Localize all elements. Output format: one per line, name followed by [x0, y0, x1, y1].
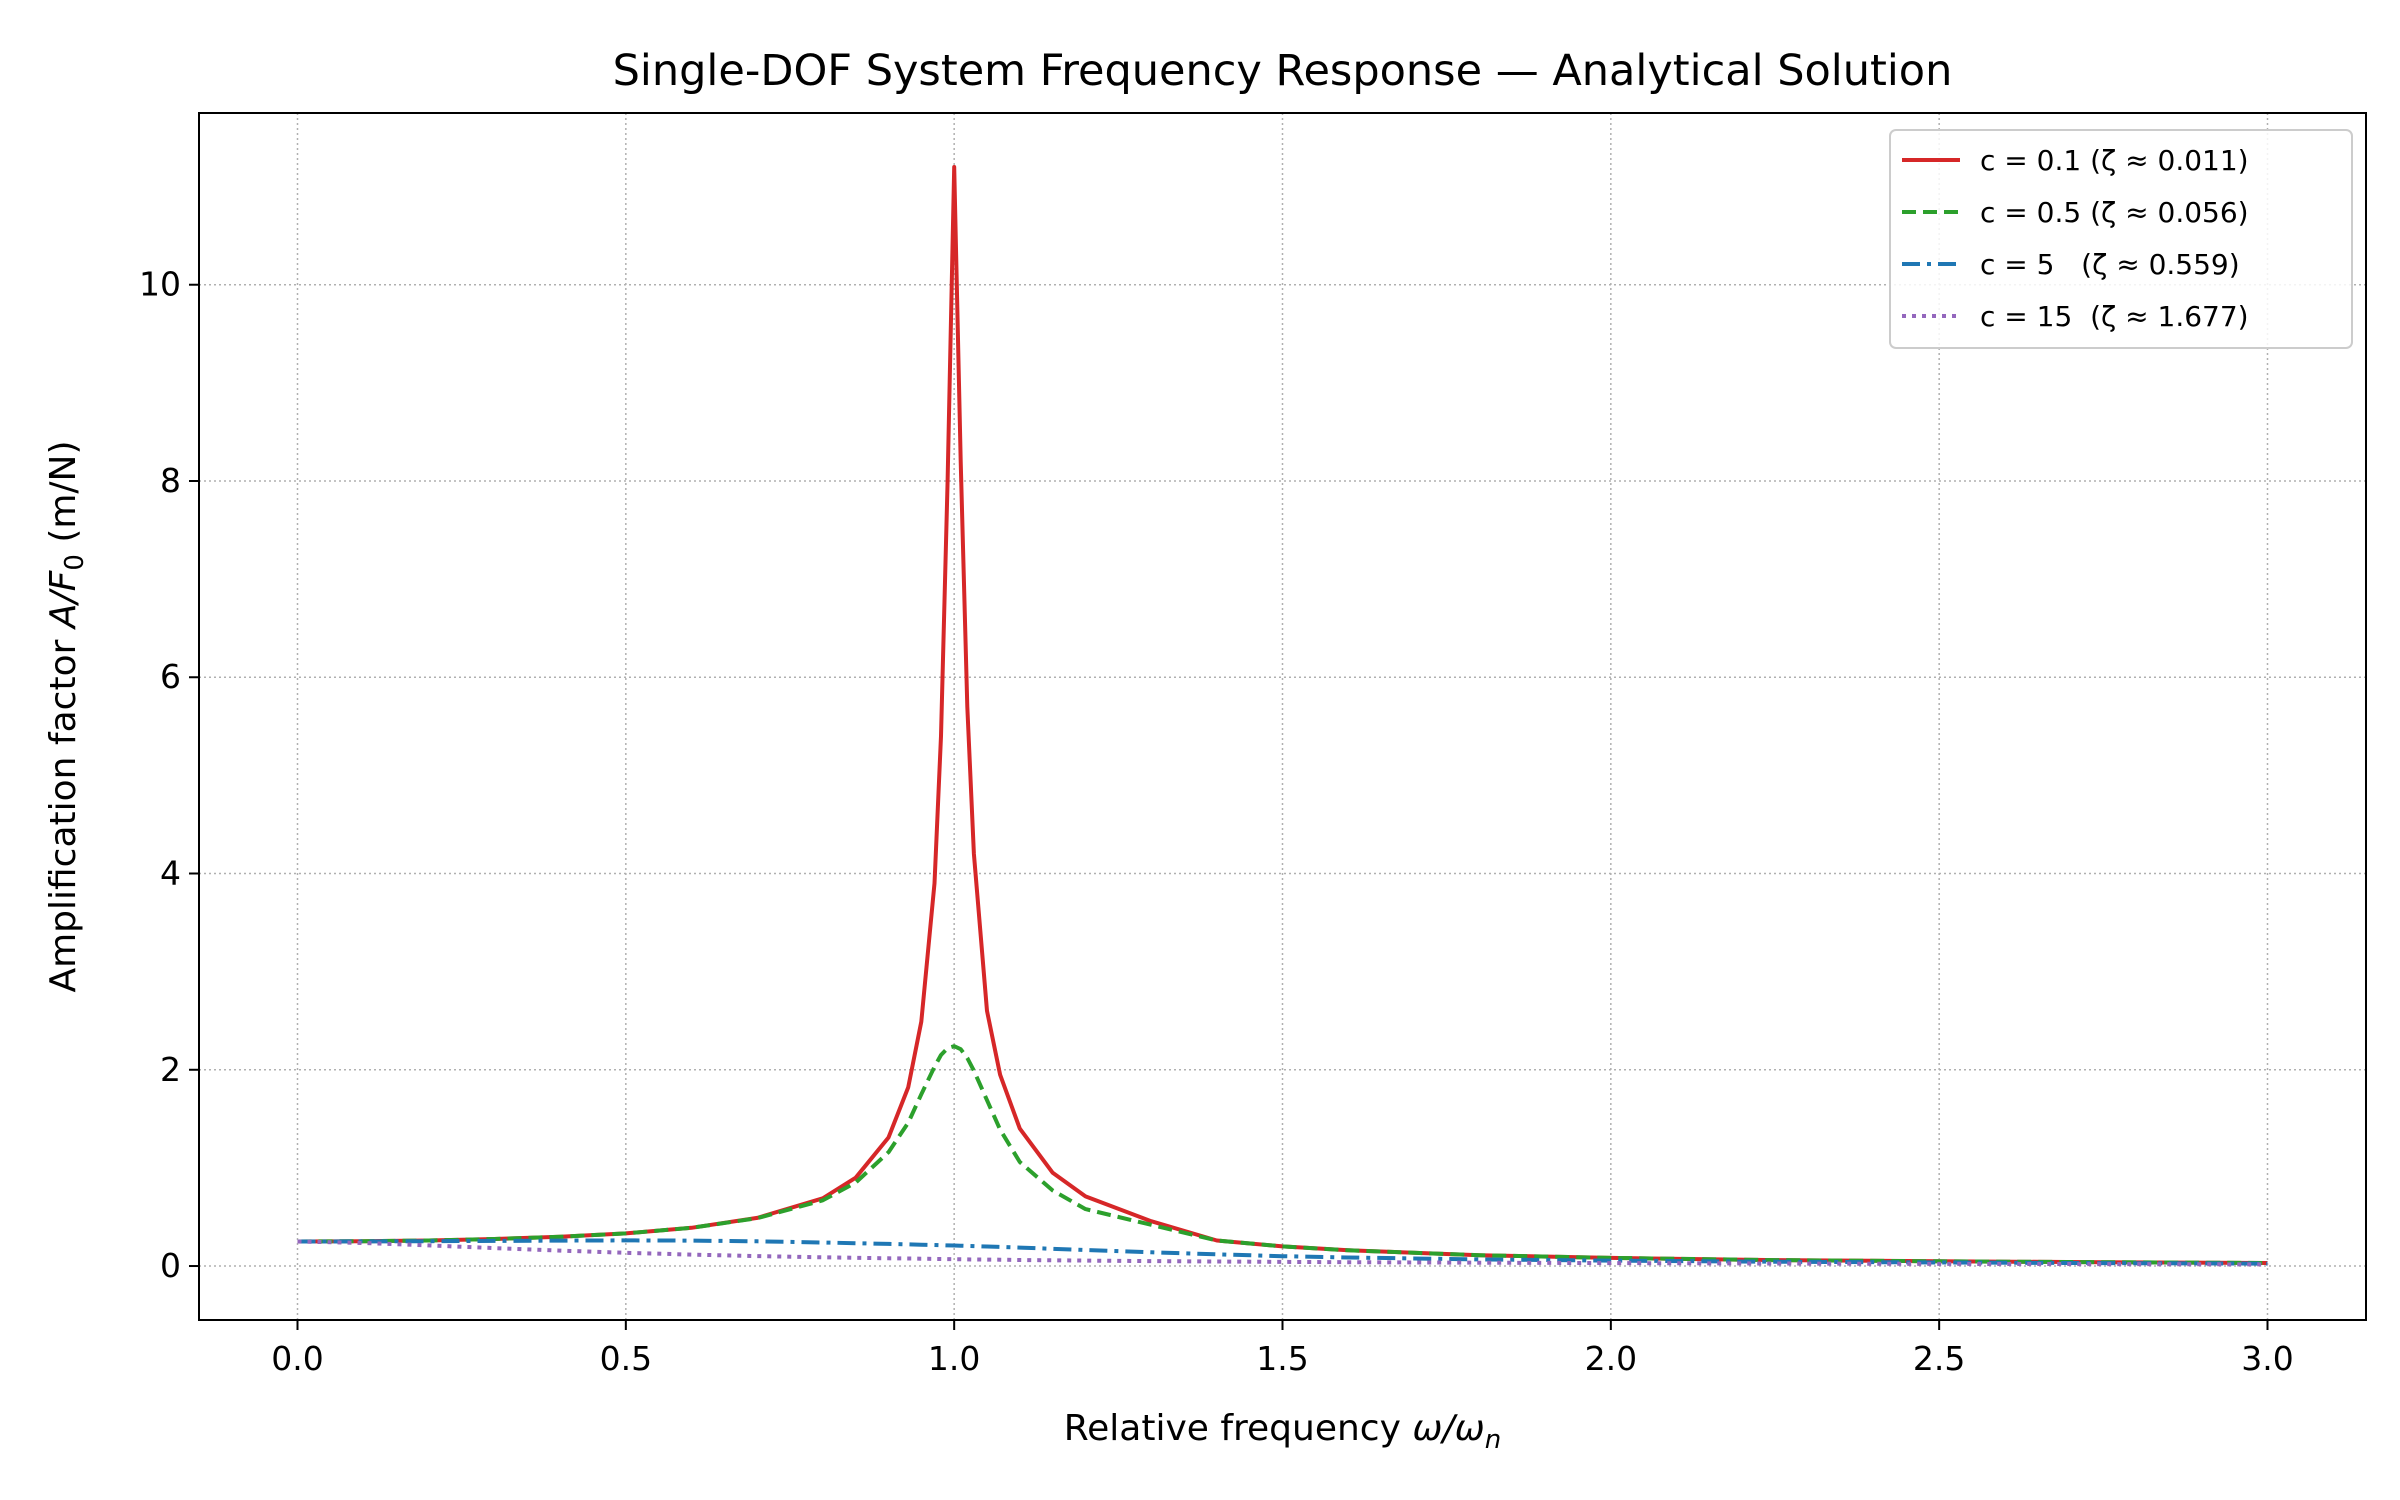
y-tick-label: 2 — [160, 1050, 181, 1089]
series-line-3 — [297, 1238, 2268, 1266]
x-axis-label-var: ω/ω — [1412, 1408, 1484, 1449]
y-axis-label-unit: (m/N) — [43, 440, 84, 554]
x-tick-label: 2.0 — [1585, 1339, 1637, 1378]
series-line-4 — [297, 1239, 2268, 1267]
series-layer — [297, 165, 2268, 1267]
legend-label-2: c = 0.5 (ζ ≈ 0.056) — [1980, 196, 2249, 229]
x-tick-label: 2.5 — [1913, 1339, 1965, 1378]
chart-title: Single-DOF System Frequency Response — A… — [613, 46, 1953, 96]
grid — [199, 113, 2366, 1320]
x-axis-label: Relative frequency ω/ωn — [1064, 1408, 1502, 1455]
series-line-2 — [297, 1044, 2268, 1265]
legend-label-1: c = 0.1 (ζ ≈ 0.011) — [1980, 144, 2249, 177]
y-tick-label: 4 — [160, 854, 181, 893]
y-axis-label-text: Amplification factor — [43, 628, 84, 992]
legend-label-3: c = 5 (ζ ≈ 0.559) — [1980, 248, 2240, 281]
y-tick-label: 6 — [160, 657, 181, 696]
legend: c = 0.1 (ζ ≈ 0.011) c = 0.5 (ζ ≈ 0.056) c … — [1889, 129, 2353, 349]
y-axis-label-sub: 0 — [60, 554, 90, 571]
x-tick-label: 1.0 — [928, 1339, 980, 1378]
x-axis-label-text: Relative frequency — [1064, 1408, 1413, 1449]
x-tick-label: 0.5 — [600, 1339, 652, 1378]
axis-ticks: 0.0 0.5 1.0 1.5 2.0 2.5 3.0 0 2 4 6 8 10 — [139, 265, 2294, 1378]
y-tick-label: 10 — [139, 265, 181, 304]
y-tick-label: 8 — [160, 461, 181, 500]
x-axis-label-sub: n — [1485, 1425, 1501, 1455]
legend-label-4: c = 15 (ζ ≈ 1.677) — [1980, 300, 2249, 333]
y-tick-label: 0 — [160, 1246, 181, 1285]
y-axis-label: Amplification factor A/F0 (m/N) — [43, 440, 90, 992]
x-tick-label: 0.0 — [271, 1339, 323, 1378]
y-axis-label-var: A/F — [43, 569, 84, 630]
x-tick-label: 1.5 — [1256, 1339, 1308, 1378]
x-tick-label: 3.0 — [2241, 1339, 2293, 1378]
legend-box — [1889, 129, 2353, 349]
